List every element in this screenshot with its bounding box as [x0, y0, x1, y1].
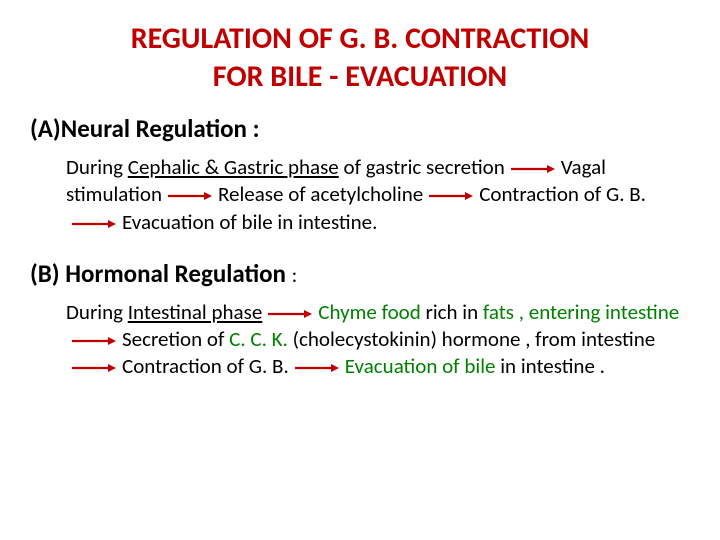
- section-b-body: During Intestinal phase Chyme food rich i…: [66, 299, 680, 381]
- text: Contraction of G. B.: [479, 181, 646, 207]
- title-line-1: REGULATION OF G. B. CONTRACTION: [131, 20, 590, 57]
- heading-text: (B) Hormonal Regulation: [30, 258, 292, 289]
- arrow-icon: [295, 363, 339, 373]
- section-b-heading: (B) Hormonal Regulation :: [30, 258, 690, 289]
- text: (cholecystokinin) hormone , from intesti…: [288, 326, 655, 352]
- arrow-icon: [168, 191, 212, 201]
- text: During: [66, 154, 128, 180]
- section-a-heading: (A)Neural Regulation :: [30, 113, 690, 144]
- text: in intestine .: [500, 353, 605, 379]
- text: of gastric secretion: [339, 154, 505, 180]
- text: Secretion of: [122, 326, 229, 352]
- text: Contraction of G. B.: [122, 353, 289, 379]
- text-green: Chyme food: [318, 299, 425, 325]
- text-green: Evacuation of bile: [345, 353, 500, 379]
- text-underline: Cephalic & Gastric phase: [128, 154, 339, 180]
- text: rich in: [426, 299, 483, 325]
- arrow-icon: [72, 336, 116, 346]
- text-underline: Intestinal phase: [128, 299, 263, 325]
- text-green: C. C. K.: [229, 326, 288, 352]
- text: Release of acetylcholine: [218, 181, 423, 207]
- text-green: fats: [483, 299, 514, 325]
- title-line-2: FOR BILE - EVACUATION: [213, 58, 507, 95]
- section-a-body: During Cephalic & Gastric phase of gastr…: [66, 154, 680, 236]
- arrow-icon: [511, 164, 555, 174]
- text: During: [66, 299, 128, 325]
- text-green: , entering intestine: [514, 299, 679, 325]
- arrow-icon: [72, 219, 116, 229]
- arrow-icon: [72, 363, 116, 373]
- text: Evacuation of bile in intestine.: [122, 209, 377, 235]
- arrow-icon: [429, 191, 473, 201]
- heading-colon: :: [292, 262, 298, 288]
- arrow-icon: [268, 309, 312, 319]
- slide-title: REGULATION OF G. B. CONTRACTION FOR BILE…: [30, 20, 690, 95]
